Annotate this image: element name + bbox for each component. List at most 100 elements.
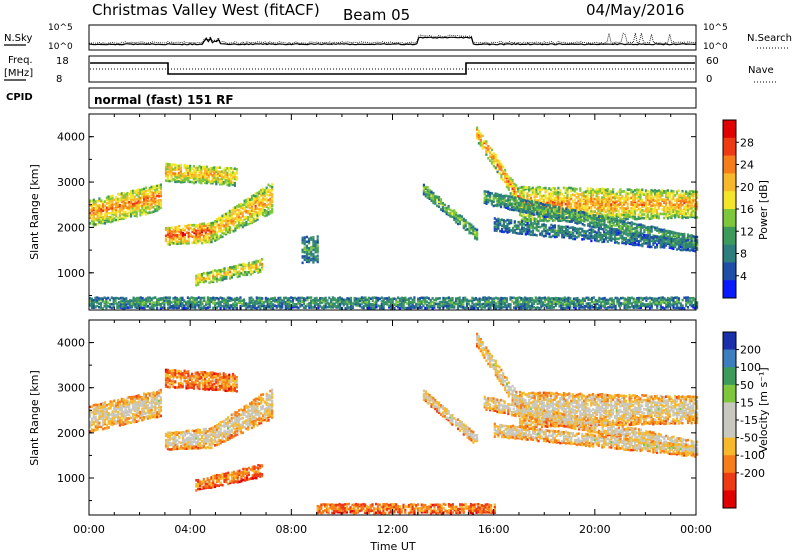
scatter-cell <box>553 187 556 190</box>
scatter-cell <box>230 167 233 170</box>
scatter-cell <box>512 203 515 206</box>
scatter-cell <box>652 234 655 238</box>
scatter-cell <box>519 207 523 211</box>
scatter-cell <box>100 212 103 215</box>
scatter-cell <box>223 305 226 308</box>
scatter-cell <box>158 205 161 208</box>
scatter-cell <box>94 200 97 203</box>
scatter-cell <box>501 202 504 206</box>
scatter-cell <box>445 210 448 214</box>
scatter-cell <box>258 190 261 194</box>
scatter-cell <box>209 172 212 175</box>
scatter-cell <box>418 302 421 306</box>
scatter-cell <box>222 182 225 186</box>
scatter-cell <box>172 304 175 307</box>
scatter-cell <box>665 203 668 207</box>
scatter-cell <box>226 301 229 304</box>
scatter-cell <box>373 306 376 310</box>
scatter-cell <box>605 228 608 232</box>
scatter-cell <box>395 303 398 306</box>
scatter-cell <box>215 180 218 183</box>
scatter-cell <box>576 217 579 221</box>
scatter-cell <box>590 230 593 233</box>
scatter-cell <box>597 212 600 216</box>
scatter-cell <box>674 243 677 247</box>
scatter-cell <box>603 223 606 227</box>
scatter-cell <box>544 234 547 238</box>
scatter-cell <box>266 302 269 306</box>
scatter-cell <box>508 230 511 233</box>
scatter-cell <box>630 231 633 235</box>
scatter-cell <box>681 242 684 245</box>
scatter-cell <box>109 203 112 207</box>
scatter-cell <box>512 198 515 201</box>
scatter-cell <box>468 222 471 226</box>
scatter-cell <box>179 171 182 175</box>
scatter-cell <box>215 222 219 225</box>
scatter-cell <box>595 199 598 203</box>
scatter-cell <box>92 304 95 307</box>
scatter-cell <box>249 206 252 210</box>
scatter-cell <box>578 220 581 224</box>
scatter-cell <box>449 215 452 218</box>
scatter-cell <box>305 240 308 244</box>
scatter-cell <box>661 238 664 241</box>
scatter-cell <box>159 306 162 310</box>
scatter-cell <box>98 297 101 300</box>
scatter-cell <box>443 210 446 213</box>
scatter-cell <box>568 201 571 204</box>
scatter-cell <box>560 219 564 222</box>
scatter-cell <box>252 304 255 307</box>
scatter-cell <box>666 216 669 220</box>
scatter-cell <box>371 306 374 310</box>
scatter-cell <box>438 198 441 202</box>
scatter-cell <box>588 235 591 238</box>
scatter-cell <box>619 213 622 216</box>
scatter-cell <box>570 210 573 213</box>
scatter-cell <box>200 229 204 232</box>
scatter-cell <box>670 214 673 218</box>
scatter-cell <box>526 232 529 235</box>
scatter-cell <box>126 191 129 195</box>
scatter-cell <box>686 191 690 195</box>
scatter-cell <box>615 217 618 221</box>
scatter-cell <box>672 239 675 243</box>
scatter-cell <box>199 227 202 231</box>
scatter-cell <box>150 193 153 197</box>
scatter-cell <box>148 199 151 202</box>
scatter-cell <box>90 209 94 213</box>
scatter-cell <box>220 181 223 184</box>
scatter-cell <box>337 296 340 300</box>
scatter-cell <box>659 230 662 233</box>
scatter-cell <box>199 300 202 304</box>
scatter-cell <box>229 277 232 280</box>
scatter-cell <box>542 198 545 202</box>
scatter-cell <box>490 192 493 195</box>
scatter-cell <box>199 237 202 241</box>
scatter-cell <box>677 189 680 192</box>
scatter-cell <box>637 217 640 220</box>
scatter-cell <box>599 211 602 215</box>
scatter-cell <box>637 195 640 198</box>
scatter-cell <box>122 215 125 219</box>
scatter-cell <box>570 202 573 206</box>
scatter-cell <box>483 200 486 204</box>
scatter-cell <box>181 176 184 179</box>
scatter-cell <box>192 177 195 180</box>
scatter-cell <box>606 217 609 221</box>
scatter-cell <box>502 226 505 229</box>
scatter-cell <box>259 263 262 266</box>
scatter-cell <box>187 239 190 243</box>
scatter-cell <box>232 221 235 225</box>
scatter-cell <box>511 184 514 188</box>
scatter-cell <box>314 246 317 250</box>
scatter-cell <box>537 199 540 202</box>
scatter-cell <box>637 225 641 228</box>
scatter-cell <box>159 206 162 209</box>
scatter-cell <box>633 205 637 209</box>
scatter-cell <box>141 300 144 304</box>
scatter-cell <box>236 272 239 276</box>
scatter-cell <box>215 280 219 283</box>
scatter-cell <box>663 232 666 235</box>
scatter-cell <box>119 300 122 303</box>
